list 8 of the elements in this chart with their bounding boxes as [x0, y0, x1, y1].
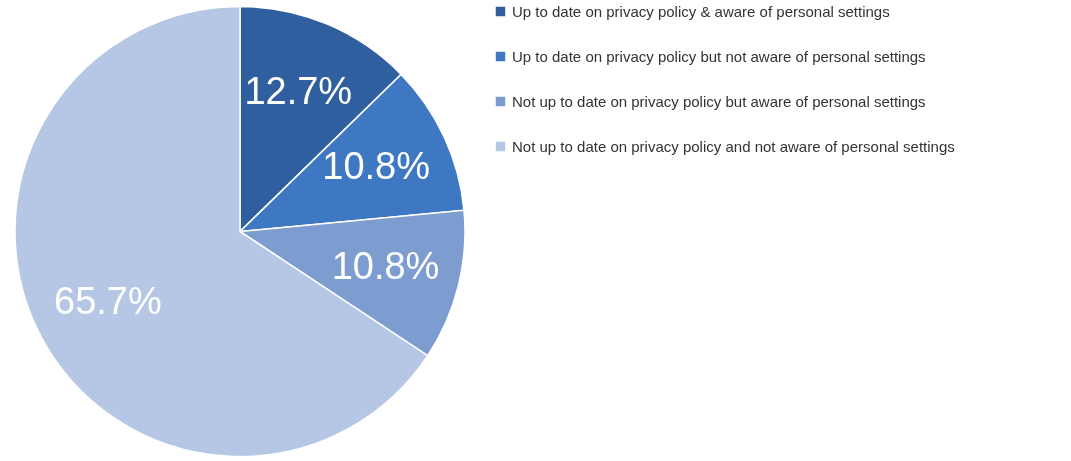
data-label: 10.8%: [322, 145, 430, 188]
data-label: 65.7%: [54, 279, 162, 322]
legend-label: Up to date on privacy policy but not aware of personal settings: [512, 47, 926, 65]
legend-label: Not up to date on privacy policy and not aware of personal settings: [512, 137, 955, 155]
legend-label: Up to date on privacy policy & aware of personal settings: [512, 2, 890, 20]
legend-label: Not up to date on privacy policy but aware of personal settings: [512, 92, 926, 110]
data-label: 10.8%: [331, 244, 440, 287]
data-label: 12.7%: [244, 70, 353, 113]
